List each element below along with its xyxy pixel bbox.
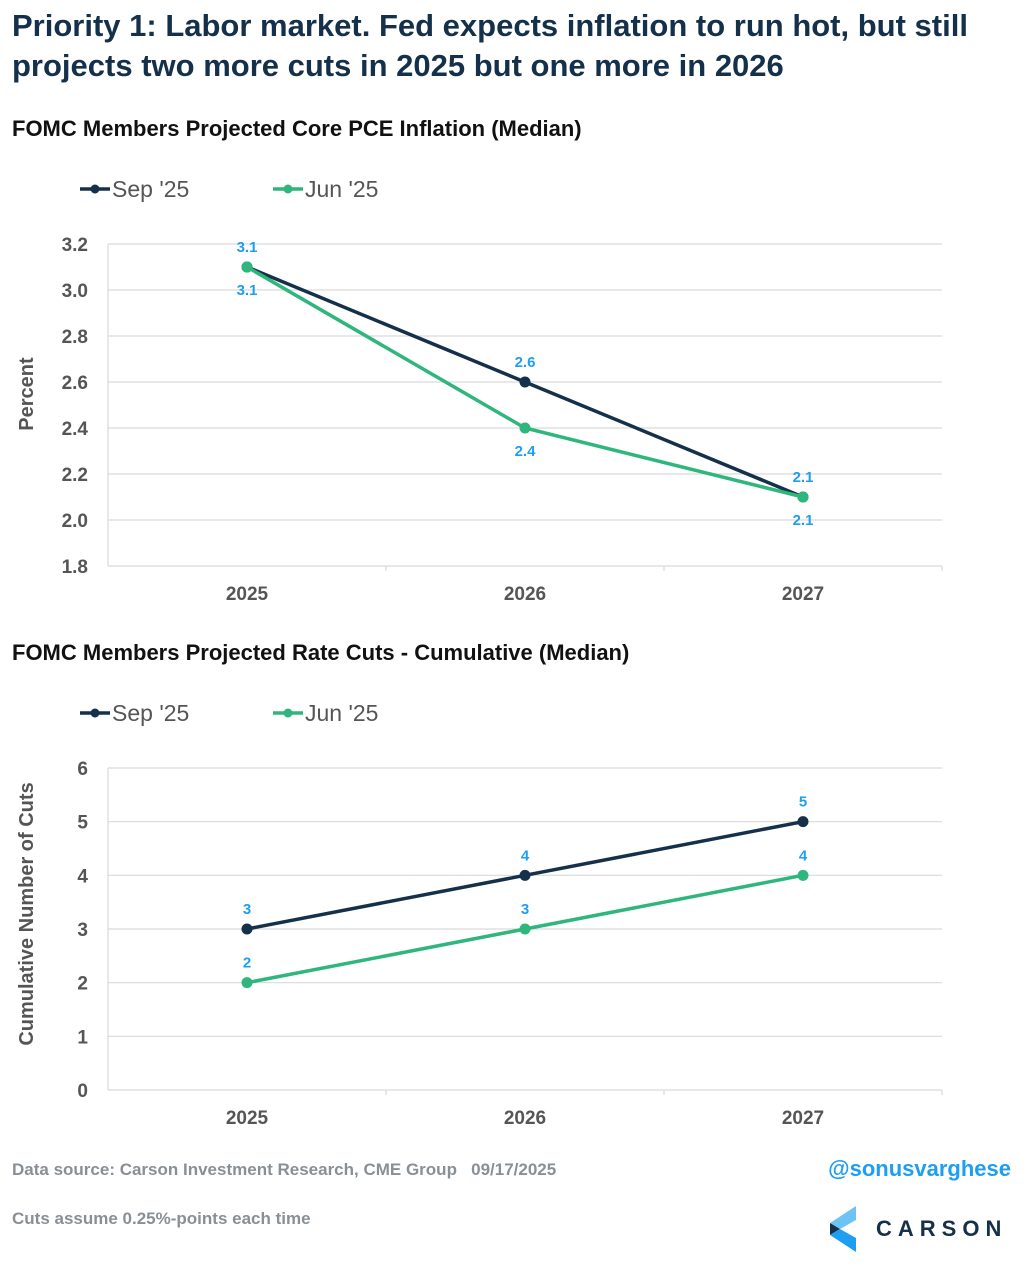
- y-tick-label: 2.8: [62, 327, 88, 348]
- legend-label-1: Jun '25: [305, 700, 378, 726]
- data-label: 3: [243, 901, 251, 918]
- y-tick-label: 0: [77, 1081, 88, 1102]
- carson-logo-text: CARSON: [876, 1216, 1008, 1241]
- data-label: 3.1: [237, 282, 258, 299]
- data-point: [797, 869, 809, 881]
- data-point: [241, 923, 253, 935]
- data-point: [519, 923, 531, 935]
- x-tick-label: 2027: [782, 584, 824, 605]
- inflation-chart: Sep '25 Jun '25 1.8 2.0 2.2 2.4 2.6 2.8 3.0 3.2 20…: [16, 176, 943, 605]
- y-tick-label: 2: [77, 974, 88, 995]
- y-tick-label: 2.2: [62, 465, 88, 486]
- legend-marker-1: [283, 708, 293, 718]
- headline: Priority 1: Labor market. Fed expects in…: [12, 8, 968, 83]
- data-label: 2.6: [515, 354, 536, 371]
- data-label: 3.1: [237, 239, 258, 256]
- legend-label-0: Sep '25: [112, 176, 189, 202]
- carson-logo-icon: [830, 1206, 856, 1252]
- data-point: [519, 869, 531, 881]
- data-label: 5: [799, 794, 807, 811]
- y-tick-label: 2.6: [62, 373, 88, 394]
- x-tick-label: 2027: [782, 1108, 824, 1129]
- y-tick-label: 2.4: [62, 419, 89, 440]
- data-point: [797, 816, 809, 828]
- y-tick-label: 1.8: [62, 557, 88, 578]
- data-label: 2: [243, 955, 251, 972]
- legend-label-1: Jun '25: [305, 176, 378, 202]
- y-tick-label: 5: [77, 813, 88, 834]
- legend-marker-0: [90, 708, 100, 718]
- data-label: 2.1: [793, 512, 814, 529]
- data-label: 4: [799, 847, 808, 864]
- footnote: Cuts assume 0.25%-points each time: [12, 1209, 311, 1228]
- data-point: [797, 491, 809, 503]
- rate-cuts-chart: Sep '25 Jun '25 0 1 2 3 4 5 6 2025 2026 2027 Cumulat…: [16, 700, 943, 1129]
- x-tick-label: 2025: [226, 584, 269, 605]
- carson-logo: CARSON: [828, 1206, 1007, 1252]
- data-source: Data source: Carson Investment Research,…: [12, 1160, 557, 1179]
- twitter-handle: @sonusvarghese: [828, 1156, 1011, 1181]
- legend-label-0: Sep '25: [112, 700, 189, 726]
- y-tick-label: 6: [77, 759, 88, 780]
- y-tick-label: 2.0: [62, 511, 88, 532]
- data-label: 3: [521, 901, 529, 918]
- x-tick-label: 2025: [226, 1108, 269, 1129]
- y-tick-label: 3.2: [62, 235, 88, 256]
- data-label: 2.1: [793, 469, 814, 486]
- y-axis-label: Cumulative Number of Cuts: [16, 782, 38, 1045]
- y-axis-label: Percent: [16, 357, 38, 431]
- y-tick-label: 3.0: [62, 281, 88, 302]
- data-point: [519, 376, 531, 388]
- chart-1-title: FOMC Members Projected Core PCE Inflatio…: [12, 116, 582, 141]
- chart-2-title: FOMC Members Projected Rate Cuts - Cumul…: [12, 640, 630, 665]
- data-label: 4: [521, 847, 530, 864]
- y-tick-label: 4: [77, 866, 88, 887]
- x-tick-label: 2026: [504, 584, 546, 605]
- data-label: 2.4: [515, 443, 537, 460]
- data-point: [241, 261, 253, 273]
- x-tick-label: 2026: [504, 1108, 546, 1129]
- data-point: [519, 422, 531, 434]
- legend-marker-1: [283, 184, 293, 194]
- data-point: [241, 977, 253, 989]
- y-tick-label: 3: [77, 920, 88, 941]
- legend-marker-0: [90, 184, 100, 194]
- y-tick-label: 1: [77, 1027, 88, 1048]
